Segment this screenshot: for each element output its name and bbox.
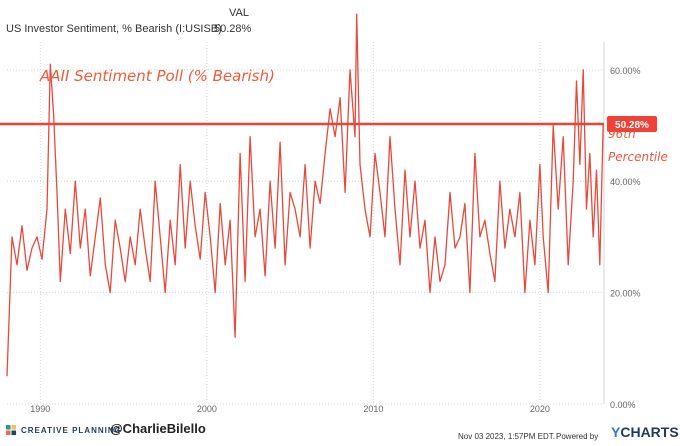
brand: CREATIVE PLANNING	[6, 425, 122, 436]
value-column-header: VAL	[229, 7, 249, 19]
grid-lines	[7, 42, 605, 405]
x-tick-label: 2000	[197, 404, 217, 414]
x-tick-label: 2020	[530, 404, 550, 414]
creative-planning-logo-icon	[6, 425, 17, 436]
last-value-badge: 50.28%	[615, 120, 649, 131]
series-name: US Investor Sentiment, % Bearish (I:USIS…	[6, 23, 222, 35]
timestamp: Nov 03 2023, 1:57PM EDT.	[458, 432, 555, 441]
author-handle: @CharlieBilello	[110, 421, 206, 436]
powered-by-label: Powered by	[556, 432, 599, 441]
series-line-bearish	[6, 13, 604, 377]
y-tick-label: 60.00%	[610, 66, 641, 76]
series-line-group	[6, 13, 604, 377]
x-tick-label: 1990	[30, 404, 50, 414]
y-tick-label: 20.00%	[610, 289, 641, 299]
ycharts-logo: YCHARTS	[611, 424, 679, 440]
sentiment-chart: 0.00% 20.00% 40.00% 60.00% 1990 2000 2010 2020…	[0, 13, 668, 414]
chart-title: AAII Sentiment Poll (% Bearish)	[39, 67, 275, 85]
brand-name: CREATIVE PLANNING	[21, 426, 122, 435]
last-value-badge-bg	[607, 115, 657, 132]
y-axis-ticks: 0.00% 20.00% 40.00% 60.00%	[610, 66, 641, 410]
y-tick-label: 40.00%	[610, 177, 641, 187]
y-tick-label: 0.00%	[610, 400, 636, 410]
x-tick-label: 2010	[363, 404, 383, 414]
annotations: AAII Sentiment Poll (% Bearish) 96th Per…	[0, 67, 668, 164]
percentile-label-text: Percentile	[608, 150, 668, 164]
series-current-value: 50.28%	[214, 23, 252, 35]
x-axis-ticks: 1990 2000 2010 2020	[30, 404, 550, 414]
legend-header: VAL US Investor Sentiment, % Bearish (I:…	[0, 0, 680, 40]
footer: CREATIVE PLANNING @CharlieBilello Nov 03…	[0, 420, 680, 446]
